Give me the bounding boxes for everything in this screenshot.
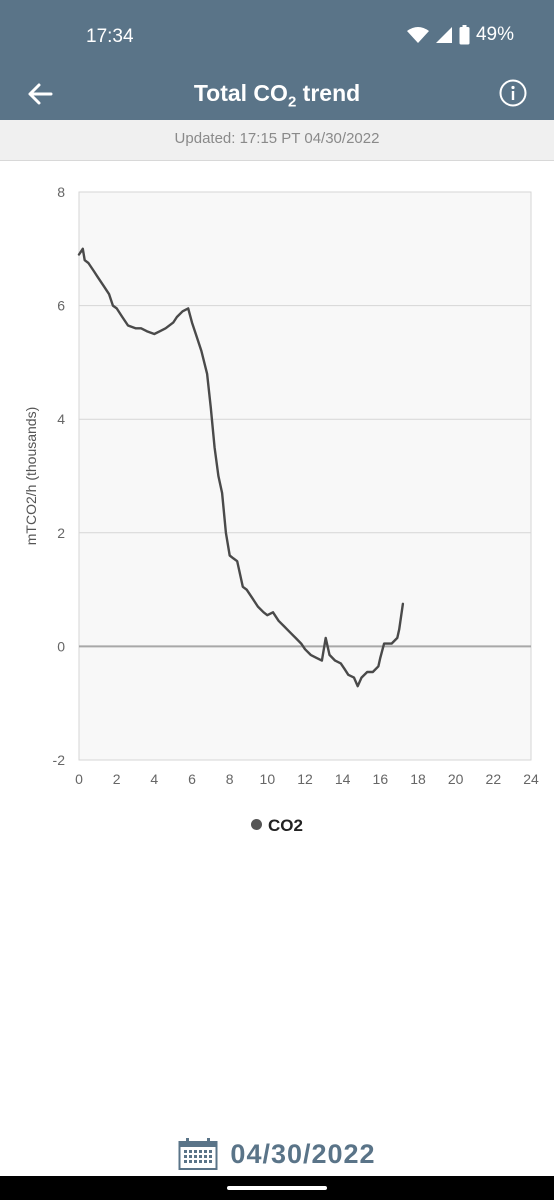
series-line-co2 <box>77 247 405 688</box>
x-tick-label: 6 <box>188 771 196 787</box>
x-tick-label: 16 <box>373 771 389 787</box>
calendar-icon[interactable] <box>178 1137 218 1171</box>
x-tick-label: 2 <box>113 771 121 787</box>
selected-date[interactable]: 04/30/2022 <box>230 1138 376 1169</box>
wifi-icon <box>406 27 429 43</box>
signal-icon <box>435 27 452 43</box>
x-tick-label: 18 <box>410 771 426 787</box>
info-icon[interactable] <box>499 79 527 107</box>
x-tick-label: 8 <box>226 771 234 787</box>
app-bar: Total CO2 trend <box>0 68 554 120</box>
y-tick-label: 0 <box>57 638 65 654</box>
x-tick-label: 14 <box>335 771 351 787</box>
x-tick-label: 24 <box>523 771 539 787</box>
page-title: Total CO2 trend <box>193 80 361 111</box>
battery-percent: 49% <box>475 24 514 45</box>
battery-icon <box>459 25 470 45</box>
x-tick-label: 4 <box>150 771 158 787</box>
y-tick-label: 2 <box>57 525 65 541</box>
x-tick-label: 20 <box>448 771 464 787</box>
chart-legend: CO2 <box>0 816 554 836</box>
x-tick-label: 10 <box>260 771 276 787</box>
updated-timestamp: Updated: 17:15 PT 04/30/2022 <box>0 120 554 161</box>
legend-label: CO2 <box>268 816 303 835</box>
y-tick-label: 6 <box>57 298 65 314</box>
x-tick-label: 12 <box>297 771 313 787</box>
y-tick-label: 8 <box>57 184 65 200</box>
date-selector[interactable]: 04/30/2022 <box>0 1134 554 1174</box>
system-nav-bar <box>0 1176 554 1200</box>
arrow-left-icon[interactable] <box>26 80 54 108</box>
x-tick-label: 22 <box>486 771 502 787</box>
y-tick-label: 4 <box>57 411 65 427</box>
y-axis-label: mTCO2/h (thousands) <box>23 407 39 546</box>
y-tick-label: -2 <box>53 752 66 768</box>
x-tick-label: 0 <box>75 771 83 787</box>
plot-area <box>78 191 532 761</box>
home-handle[interactable] <box>227 1186 327 1190</box>
status-time: 17:34 <box>86 26 134 47</box>
legend-marker <box>251 819 263 831</box>
status-bar: 17:34 49% <box>0 0 554 68</box>
status-icons: 49% <box>406 24 514 46</box>
